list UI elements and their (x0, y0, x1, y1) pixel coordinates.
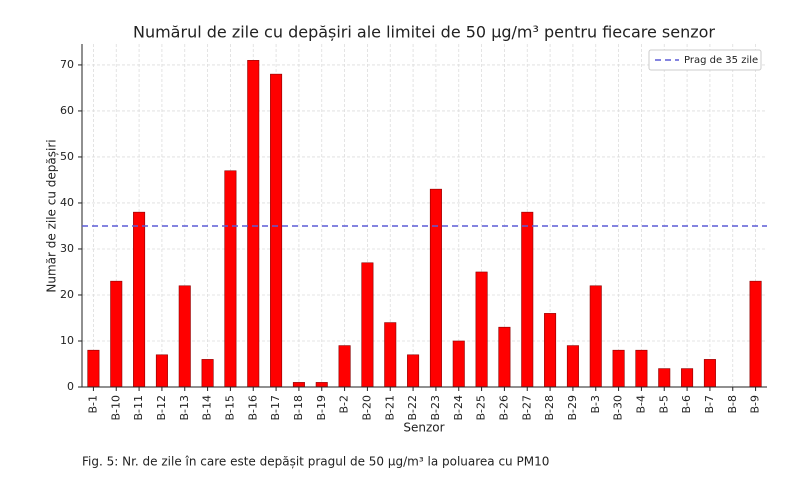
bar (703, 359, 716, 388)
bar (635, 349, 648, 388)
bar (201, 359, 214, 388)
bar (224, 170, 237, 388)
x-tick-label: B-25 (475, 395, 488, 421)
legend-box (648, 49, 762, 71)
bar (384, 322, 397, 388)
bar (270, 73, 283, 388)
x-tick-label: B-3 (589, 395, 602, 414)
x-tick-label: B-4 (634, 395, 647, 414)
bar (178, 285, 191, 388)
bar (247, 60, 260, 388)
x-tick-label: B-8 (726, 395, 739, 414)
bar (544, 313, 557, 388)
y-tick-label: 10 (60, 334, 74, 347)
bar (155, 354, 168, 388)
bar (681, 368, 694, 388)
y-tick-label: 40 (60, 196, 74, 209)
bar (407, 354, 420, 388)
bar (315, 382, 328, 388)
y-tick-label: 60 (60, 104, 74, 117)
x-tick-label: B-5 (657, 395, 670, 414)
x-tick-label: B-13 (178, 395, 191, 421)
legend-label: Prag de 35 zile (684, 55, 758, 66)
x-tick-label: B-10 (109, 395, 122, 421)
x-tick-label: B-24 (452, 395, 465, 421)
x-tick-label: B-29 (566, 395, 579, 421)
y-tick-label: 50 (60, 150, 74, 163)
x-tick-label: B-17 (269, 395, 282, 421)
x-tick-label: B-12 (155, 395, 168, 421)
bar (361, 262, 374, 388)
x-tick-label: B-20 (360, 395, 373, 421)
y-axis-label: Număr de zile cu depășiri (45, 139, 59, 292)
x-tick-label: B-19 (315, 395, 328, 421)
y-tick-label: 20 (60, 288, 74, 301)
x-tick-label: B-30 (612, 395, 625, 421)
x-tick-label: B-23 (429, 395, 442, 421)
bar (429, 188, 442, 388)
x-tick-label: B-22 (406, 395, 419, 421)
x-tick-label: B-27 (520, 395, 533, 421)
bar (658, 368, 671, 388)
x-tick-label: B-9 (749, 395, 762, 414)
bar (87, 349, 100, 388)
x-tick-label: B-11 (132, 395, 145, 421)
x-tick-label: B-6 (680, 395, 693, 414)
bar (612, 349, 625, 388)
chart-title: Numărul de zile cu depășiri ale limitei … (133, 23, 715, 42)
bar (133, 211, 146, 388)
x-tick-label: B-2 (338, 395, 351, 414)
x-tick-label: B-14 (201, 395, 214, 421)
bar (566, 345, 579, 388)
bar (749, 280, 762, 388)
x-tick-label: B-18 (292, 395, 305, 421)
caption: Fig. 5: Nr. de zile în care este depășit… (82, 455, 549, 469)
x-tick-label: B-15 (223, 395, 236, 421)
x-axis-label: Senzor (403, 421, 444, 435)
x-tick-label: B-16 (246, 395, 259, 421)
x-tick-label: B-7 (703, 395, 716, 414)
bar (521, 211, 534, 388)
bar (110, 280, 123, 388)
y-tick-label: 30 (60, 242, 74, 255)
bar (292, 382, 305, 388)
x-tick-label: B-28 (543, 395, 556, 421)
bar (589, 285, 602, 388)
y-tick-label: 0 (67, 380, 74, 393)
bar (338, 345, 351, 388)
x-tick-label: B-1 (86, 395, 99, 414)
bar (452, 340, 465, 388)
y-tick-label: 70 (60, 58, 74, 71)
bar (475, 271, 488, 388)
bar (498, 326, 511, 388)
x-tick-label: B-26 (497, 395, 510, 421)
x-tick-label: B-21 (383, 395, 396, 421)
